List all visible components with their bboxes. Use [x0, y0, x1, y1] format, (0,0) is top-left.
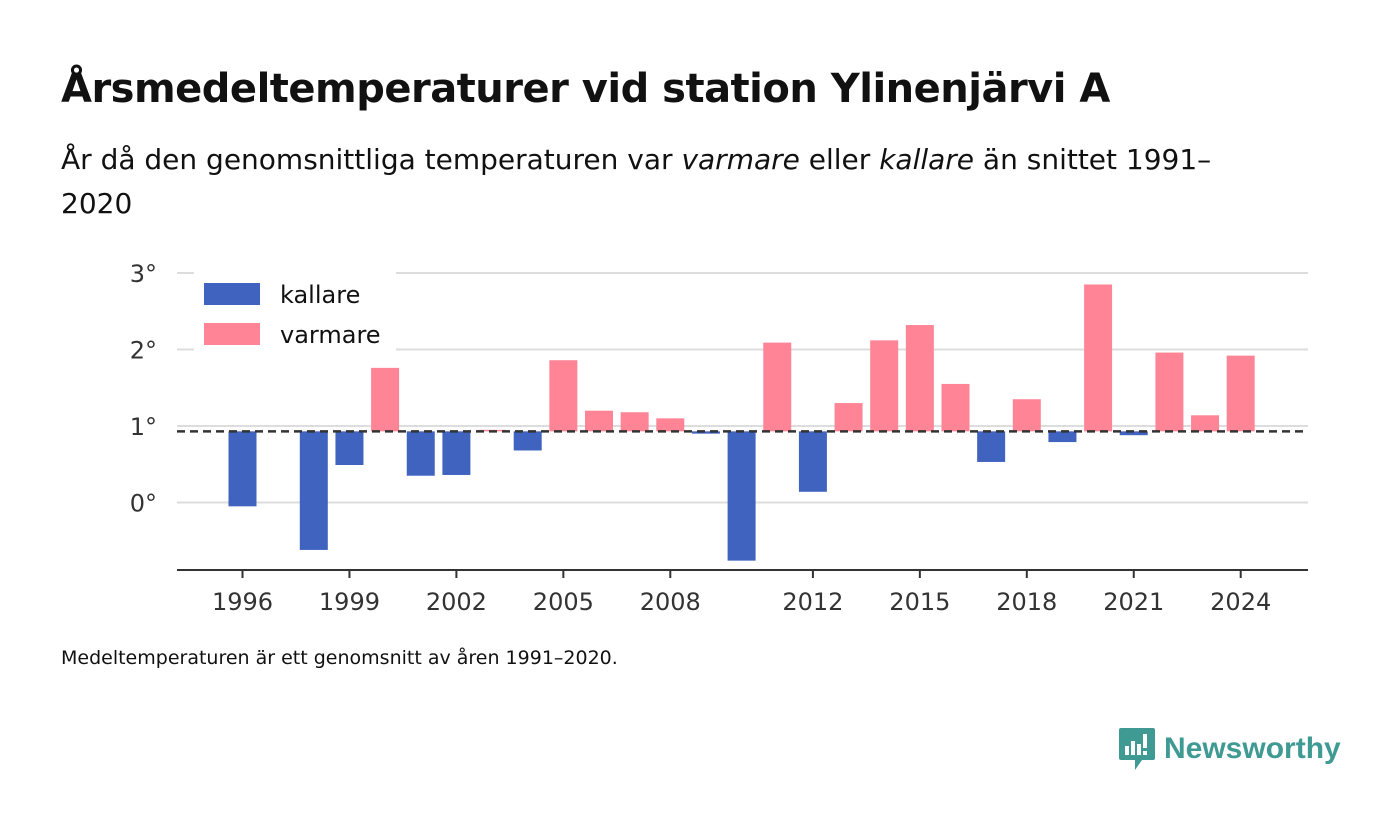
bar-2017: [977, 431, 1006, 462]
chart-subtitle: År då den genomsnittliga temperaturen va…: [61, 138, 1261, 226]
bar-2015: [905, 325, 934, 432]
bar-2020: [1084, 284, 1113, 432]
chart-title: Årsmedeltemperaturer vid station Ylinenj…: [61, 66, 1110, 112]
x-tick-label: 2008: [640, 588, 701, 616]
legend-swatch-kallare: [204, 283, 260, 305]
bar-2022: [1155, 352, 1184, 432]
bar-2012: [798, 431, 827, 492]
legend-label-varmare: varmare: [280, 321, 381, 349]
bar-2014: [870, 340, 899, 432]
bar-1996: [228, 431, 257, 507]
x-tick-label: 2005: [533, 588, 594, 616]
brand-name: Newsworthy: [1164, 732, 1341, 765]
x-tick-label: 2018: [996, 588, 1057, 616]
bar-2007: [620, 412, 649, 432]
subtitle-part2: eller: [799, 143, 880, 176]
y-tick-label: 0°: [130, 490, 157, 518]
bar-2023: [1191, 415, 1220, 432]
bar-2011: [763, 342, 792, 432]
bar-2019: [1048, 431, 1077, 443]
y-tick-label: 1°: [130, 413, 157, 441]
brand-logo: Newsworthy: [1118, 726, 1341, 772]
x-tick-label: 1999: [319, 588, 380, 616]
bar-2024: [1226, 355, 1255, 432]
x-tick-label: 1996: [212, 588, 273, 616]
y-axis-ticks: 0° 1° 2° 3°: [130, 260, 157, 518]
bar-2008: [656, 418, 685, 432]
y-tick-label: 2°: [130, 337, 157, 365]
x-tick-label: 2012: [782, 588, 843, 616]
x-axis-ticks: 1996 1999 2002 2005 2008 2012 2015 2018 2021 2024: [212, 570, 1271, 616]
legend-label-kallare: kallare: [280, 281, 360, 309]
newsworthy-logo-icon: [1119, 728, 1155, 770]
bar-2016: [941, 383, 970, 432]
footnote: Medeltemperaturen är ett genomsnitt av å…: [61, 647, 618, 669]
bar-2002: [442, 431, 471, 475]
subtitle-part3: än snittet 1991–2020: [61, 143, 1212, 220]
x-tick-label: 2015: [889, 588, 950, 616]
bar-1999: [335, 431, 364, 466]
bar-2018: [1012, 399, 1041, 432]
bar-2009: [691, 431, 720, 434]
legend-swatch-varmare: [204, 323, 260, 345]
subtitle-warm-word: varmare: [681, 143, 800, 176]
legend: kallare varmare: [194, 272, 396, 352]
subtitle-cold-word: kallare: [879, 143, 975, 176]
bar-1998: [299, 431, 328, 550]
bar-2021: [1119, 431, 1148, 436]
x-tick-label: 2021: [1103, 588, 1164, 616]
bars: [228, 284, 1255, 561]
bar-2010: [727, 431, 756, 561]
subtitle-part1: År då den genomsnittliga temperaturen va…: [61, 143, 682, 176]
bar-2001: [406, 431, 435, 476]
y-tick-label: 3°: [130, 260, 157, 288]
bar-2005: [549, 360, 578, 432]
x-tick-label: 2024: [1210, 588, 1271, 616]
bar-2004: [513, 431, 542, 451]
bar-2006: [585, 410, 613, 432]
x-tick-label: 2002: [426, 588, 487, 616]
bar-2013: [834, 403, 863, 432]
bar-chart: 0° 1° 2° 3° 1996 1999 2002 2005 2008 2012 2015 201…: [130, 260, 1308, 616]
bar-2000: [371, 367, 400, 432]
